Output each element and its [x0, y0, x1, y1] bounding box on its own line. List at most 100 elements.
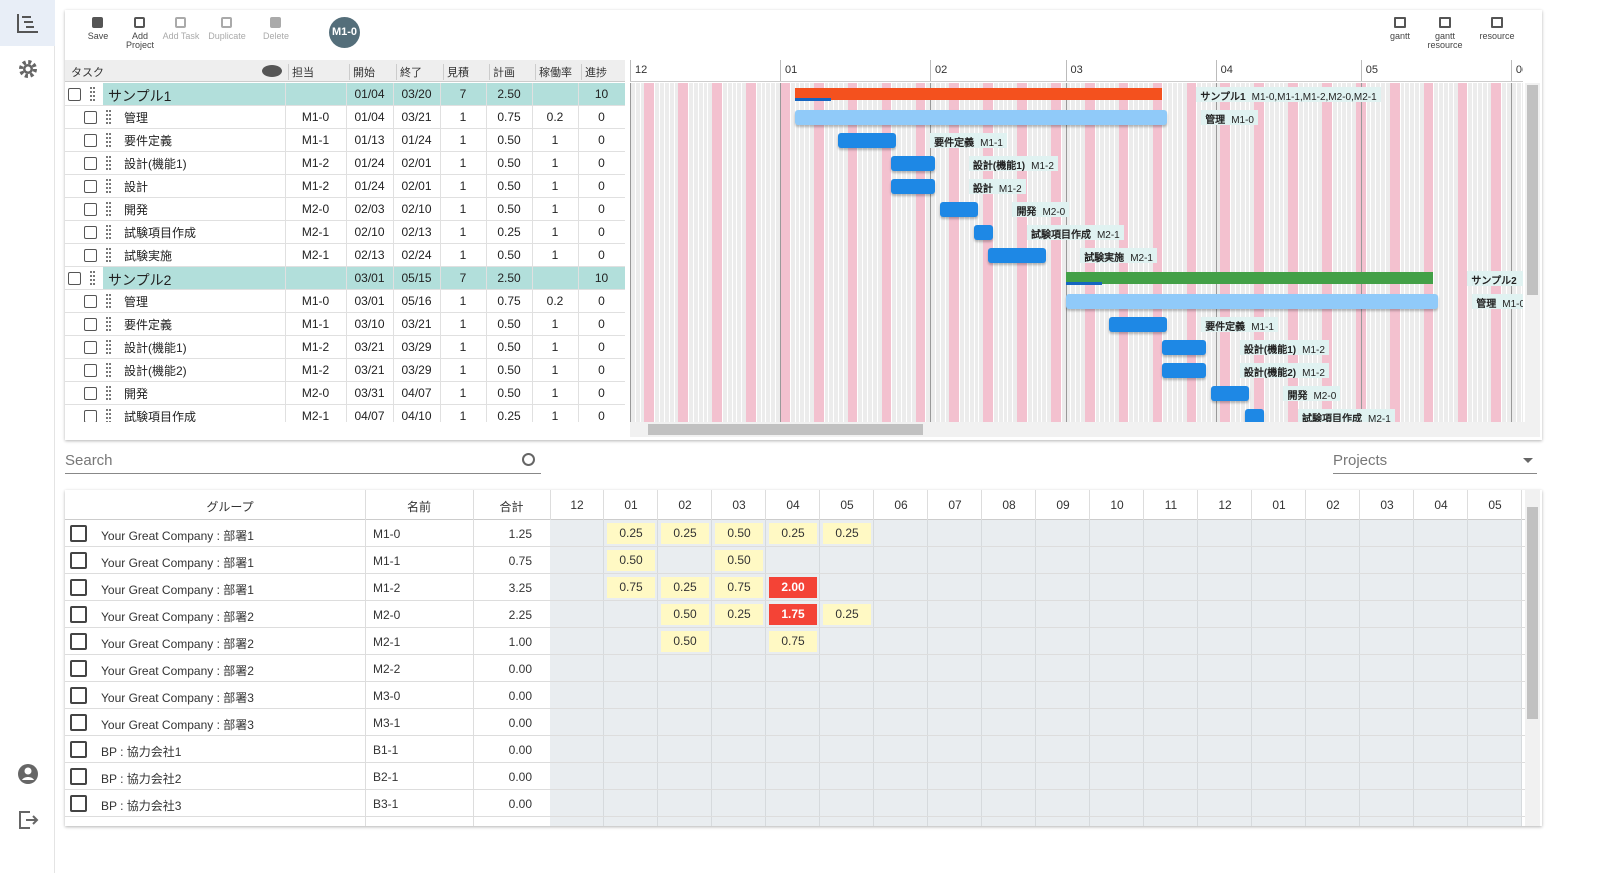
cb[interactable] — [84, 134, 97, 147]
search-box[interactable]: Search — [65, 448, 541, 474]
drag-handle[interactable] — [106, 202, 111, 216]
nav-gantt[interactable] — [0, 0, 55, 46]
day-line — [654, 83, 656, 422]
cb[interactable] — [84, 203, 97, 216]
task-bar[interactable] — [1065, 294, 1439, 309]
toolbar-button[interactable]: Duplicate — [205, 14, 249, 56]
drag-handle[interactable] — [106, 248, 111, 262]
project-bar[interactable] — [794, 88, 1163, 100]
column-header: 終了 — [396, 64, 439, 80]
visibility-icon[interactable] — [262, 65, 282, 77]
day-line — [1418, 83, 1420, 422]
cb2[interactable] — [70, 768, 87, 785]
drag-handle[interactable] — [106, 110, 111, 124]
view-button[interactable]: resource — [1473, 14, 1521, 56]
task-bar[interactable] — [973, 225, 993, 240]
cb[interactable] — [84, 410, 97, 422]
month-line — [1065, 83, 1067, 422]
task-bar[interactable] — [891, 179, 935, 194]
cb2[interactable] — [70, 687, 87, 704]
drag-handle[interactable] — [106, 294, 111, 308]
task-cell: 0 — [598, 363, 605, 377]
task-bar[interactable] — [794, 110, 1168, 125]
month-header: 05 — [1488, 498, 1502, 512]
task-bar[interactable] — [939, 202, 979, 217]
drag-handle[interactable] — [106, 156, 111, 170]
v-thumb[interactable] — [1527, 507, 1538, 719]
group-cell: Your Great Company : 部署1 — [101, 583, 254, 597]
cb[interactable] — [84, 157, 97, 170]
cell-border — [578, 129, 579, 151]
user-avatar[interactable]: M1-0 — [329, 17, 360, 48]
task-cell: 0 — [598, 225, 605, 239]
cb2[interactable] — [70, 525, 87, 542]
cb[interactable] — [68, 88, 81, 101]
drag-handle[interactable] — [106, 133, 111, 147]
month-line — [780, 83, 781, 422]
drag-handle[interactable] — [90, 87, 95, 101]
cb2[interactable] — [70, 552, 87, 569]
task-bar[interactable] — [838, 133, 897, 148]
drag-handle[interactable] — [106, 340, 111, 354]
day-line — [1075, 83, 1077, 422]
cell-border — [486, 382, 487, 404]
toolbar-button[interactable]: Save — [76, 14, 120, 56]
drag-handle[interactable] — [106, 225, 111, 239]
cb[interactable] — [84, 226, 97, 239]
task-cell: 7 — [459, 271, 467, 285]
task-bar[interactable] — [1162, 363, 1206, 378]
settings-icon[interactable] — [17, 58, 39, 80]
task-bar[interactable] — [1244, 409, 1264, 422]
toolbar-button[interactable]: Delete — [254, 14, 298, 56]
cb[interactable] — [84, 341, 97, 354]
drag-handle[interactable] — [106, 317, 111, 331]
cb[interactable] — [68, 272, 81, 285]
cb[interactable] — [84, 295, 97, 308]
cb2[interactable] — [70, 606, 87, 623]
cb[interactable] — [84, 111, 97, 124]
toolbar-button[interactable]: Add Project — [118, 14, 162, 56]
task-bar[interactable] — [1109, 317, 1168, 332]
task-cell: 1 — [459, 386, 467, 400]
button-label: Save — [87, 31, 109, 41]
filter-select[interactable]: Projects — [1333, 448, 1537, 474]
task-bar[interactable] — [988, 248, 1047, 263]
task-cell: M2-1 — [301, 248, 330, 262]
cb2[interactable] — [70, 660, 87, 677]
cb2[interactable] — [70, 579, 87, 596]
drag-handle[interactable] — [106, 386, 111, 400]
logout-icon[interactable] — [17, 809, 39, 831]
cb2[interactable] — [70, 633, 87, 650]
cb[interactable] — [84, 249, 97, 262]
drag-handle[interactable] — [106, 179, 111, 193]
cb[interactable] — [84, 364, 97, 377]
v-thumb[interactable] — [1527, 85, 1538, 295]
toolbar-button[interactable]: Add Task — [159, 14, 203, 56]
cell-border — [578, 336, 579, 358]
cell-border — [440, 129, 441, 151]
drag-handle[interactable] — [106, 363, 111, 377]
search-icon — [522, 453, 535, 466]
project-bar[interactable] — [1065, 272, 1434, 284]
h-thumb[interactable] — [648, 424, 923, 435]
drag-handle[interactable] — [106, 409, 111, 422]
cb[interactable] — [84, 318, 97, 331]
cb[interactable] — [84, 387, 97, 400]
cb[interactable] — [84, 180, 97, 193]
cb2[interactable] — [70, 795, 87, 812]
progress-bar — [1065, 282, 1103, 285]
cb2[interactable] — [70, 714, 87, 731]
cb2[interactable] — [70, 741, 87, 758]
task-bar[interactable] — [1162, 340, 1206, 355]
cell-border — [532, 290, 533, 312]
view-button[interactable]: gantt — [1376, 14, 1424, 56]
name-cell: M3-1 — [373, 716, 401, 730]
view-button[interactable]: gantt resource — [1421, 14, 1469, 56]
task-bar[interactable] — [891, 156, 935, 171]
task-cell: M1-1 — [301, 133, 330, 147]
day-line — [838, 83, 840, 422]
account-icon[interactable] — [17, 763, 39, 785]
month-label: 01 — [785, 64, 798, 76]
task-bar[interactable] — [1210, 386, 1250, 401]
drag-handle[interactable] — [90, 271, 95, 285]
